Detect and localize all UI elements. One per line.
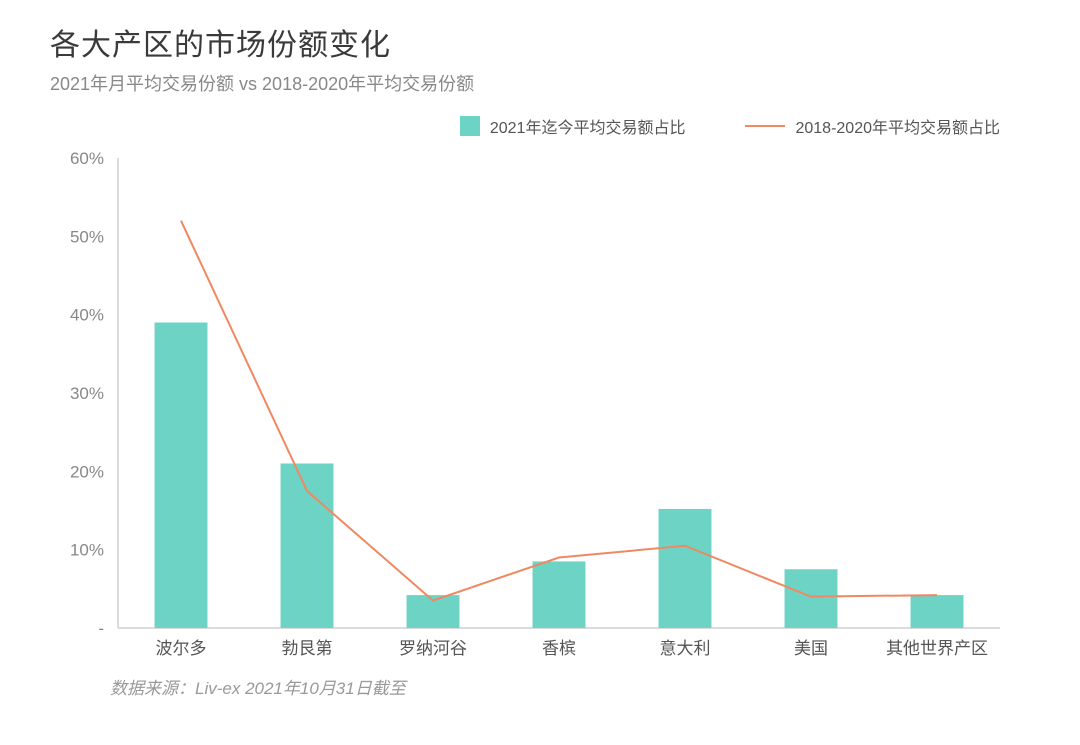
y-tick-label: 10%: [70, 541, 104, 560]
chart-plot: 10% 20% 30% 40% 50% 60% - 波尔多 勃艮第 罗纳河谷 香槟 意大利 美国 其他世界…: [50, 148, 1010, 668]
legend-line-label: 2018-2020年平均交易额占比: [795, 114, 1000, 138]
bar: [659, 509, 712, 628]
y-tick-label: 30%: [70, 384, 104, 403]
y-tick-label: -: [98, 619, 104, 638]
y-tick-label: 40%: [70, 306, 104, 325]
x-tick-label: 勃艮第: [282, 639, 333, 658]
y-tick-label: 50%: [70, 227, 104, 246]
x-tick-label: 罗纳河谷: [399, 639, 467, 658]
x-tick-label: 波尔多: [156, 639, 207, 658]
chart-source: 数据来源：Liv-ex 2021年10月31日截至: [110, 674, 1040, 699]
legend-line-swatch: [745, 125, 785, 127]
bar: [155, 323, 208, 629]
chart-title: 各大产区的市场份额变化: [50, 20, 1040, 64]
bar: [533, 561, 586, 628]
legend-bar-swatch: [460, 116, 480, 136]
chart-container: 各大产区的市场份额变化 2021年月平均交易份额 vs 2018-2020年平均…: [50, 20, 1040, 699]
x-tick-label: 香槟: [542, 639, 576, 658]
x-tick-label: 美国: [794, 639, 828, 658]
x-tick-label: 意大利: [660, 639, 711, 658]
legend-item-bar: 2021年迄今平均交易额占比: [460, 114, 686, 138]
bar: [911, 595, 964, 628]
y-tick-label: 60%: [70, 149, 104, 168]
bar: [785, 569, 838, 628]
legend-bar-label: 2021年迄今平均交易额占比: [490, 114, 686, 138]
y-tick-label: 20%: [70, 462, 104, 481]
x-tick-label: 其他世界产区: [886, 639, 988, 658]
chart-subtitle: 2021年月平均交易份额 vs 2018-2020年平均交易份额: [50, 70, 1040, 96]
legend-item-line: 2018-2020年平均交易额占比: [745, 114, 1000, 138]
chart-legend: 2021年迄今平均交易额占比 2018-2020年平均交易额占比: [50, 114, 1040, 138]
bar: [281, 464, 334, 629]
